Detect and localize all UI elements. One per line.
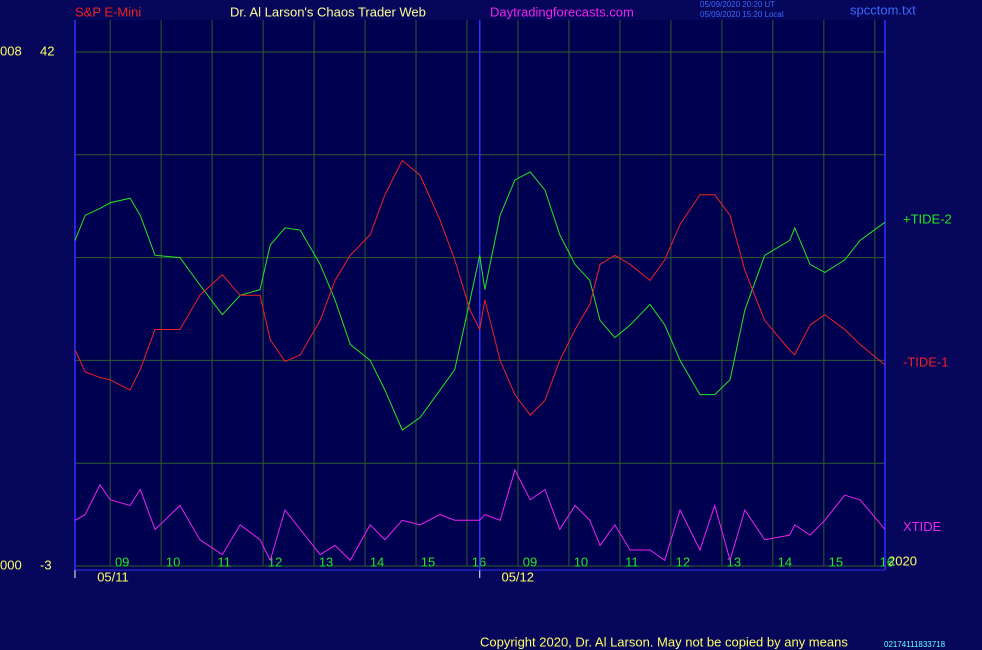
year: 2020 xyxy=(888,553,917,568)
x-tick-label: 12 xyxy=(268,554,282,569)
x-tick-label: 14 xyxy=(370,554,384,569)
date-label: 05/11 xyxy=(97,569,129,584)
symbol: S&P E-Mini xyxy=(75,4,141,19)
x-tick-label: 10 xyxy=(574,554,588,569)
x-tick-label: 11 xyxy=(625,554,639,569)
left-label: 008 xyxy=(0,43,22,58)
series-label: +TIDE-2 xyxy=(903,212,952,227)
left-label: 000 xyxy=(0,557,22,572)
x-tick-label: 12 xyxy=(676,554,690,569)
x-tick-label: 15 xyxy=(421,554,435,569)
site-title: Dr. Al Larson's Chaos Trader Web xyxy=(230,4,426,19)
x-tick-label: 09 xyxy=(523,554,537,569)
stamp-local: 05/09/2020 15:20 Local xyxy=(700,10,784,19)
series-label: -TIDE-1 xyxy=(903,354,949,369)
x-tick-label: 13 xyxy=(319,554,333,569)
y-tick-label: 42 xyxy=(40,43,54,58)
date-label: 05/12 xyxy=(501,569,534,584)
series-line xyxy=(74,468,886,563)
file-name: spcctom.txt xyxy=(850,2,916,17)
x-tick-label: 14 xyxy=(778,554,792,569)
x-tick-label: 15 xyxy=(829,554,843,569)
x-tick-label: 09 xyxy=(115,554,129,569)
x-tick-label: 16 xyxy=(880,554,894,569)
x-tick-label: 11 xyxy=(217,554,231,569)
x-tick-label: 10 xyxy=(166,554,180,569)
site-url: Daytradingforecasts.com xyxy=(490,4,634,19)
overlay: 02174111833718 xyxy=(884,640,946,649)
series-label: XTIDE xyxy=(903,519,942,534)
y-tick-label: -3 xyxy=(40,557,52,572)
series-line xyxy=(74,159,886,416)
stamp-ut: 05/09/2020 20:20 UT xyxy=(700,0,775,9)
series-line xyxy=(74,171,886,431)
copyright: Copyright 2020, Dr. Al Larson. May not b… xyxy=(480,634,848,649)
